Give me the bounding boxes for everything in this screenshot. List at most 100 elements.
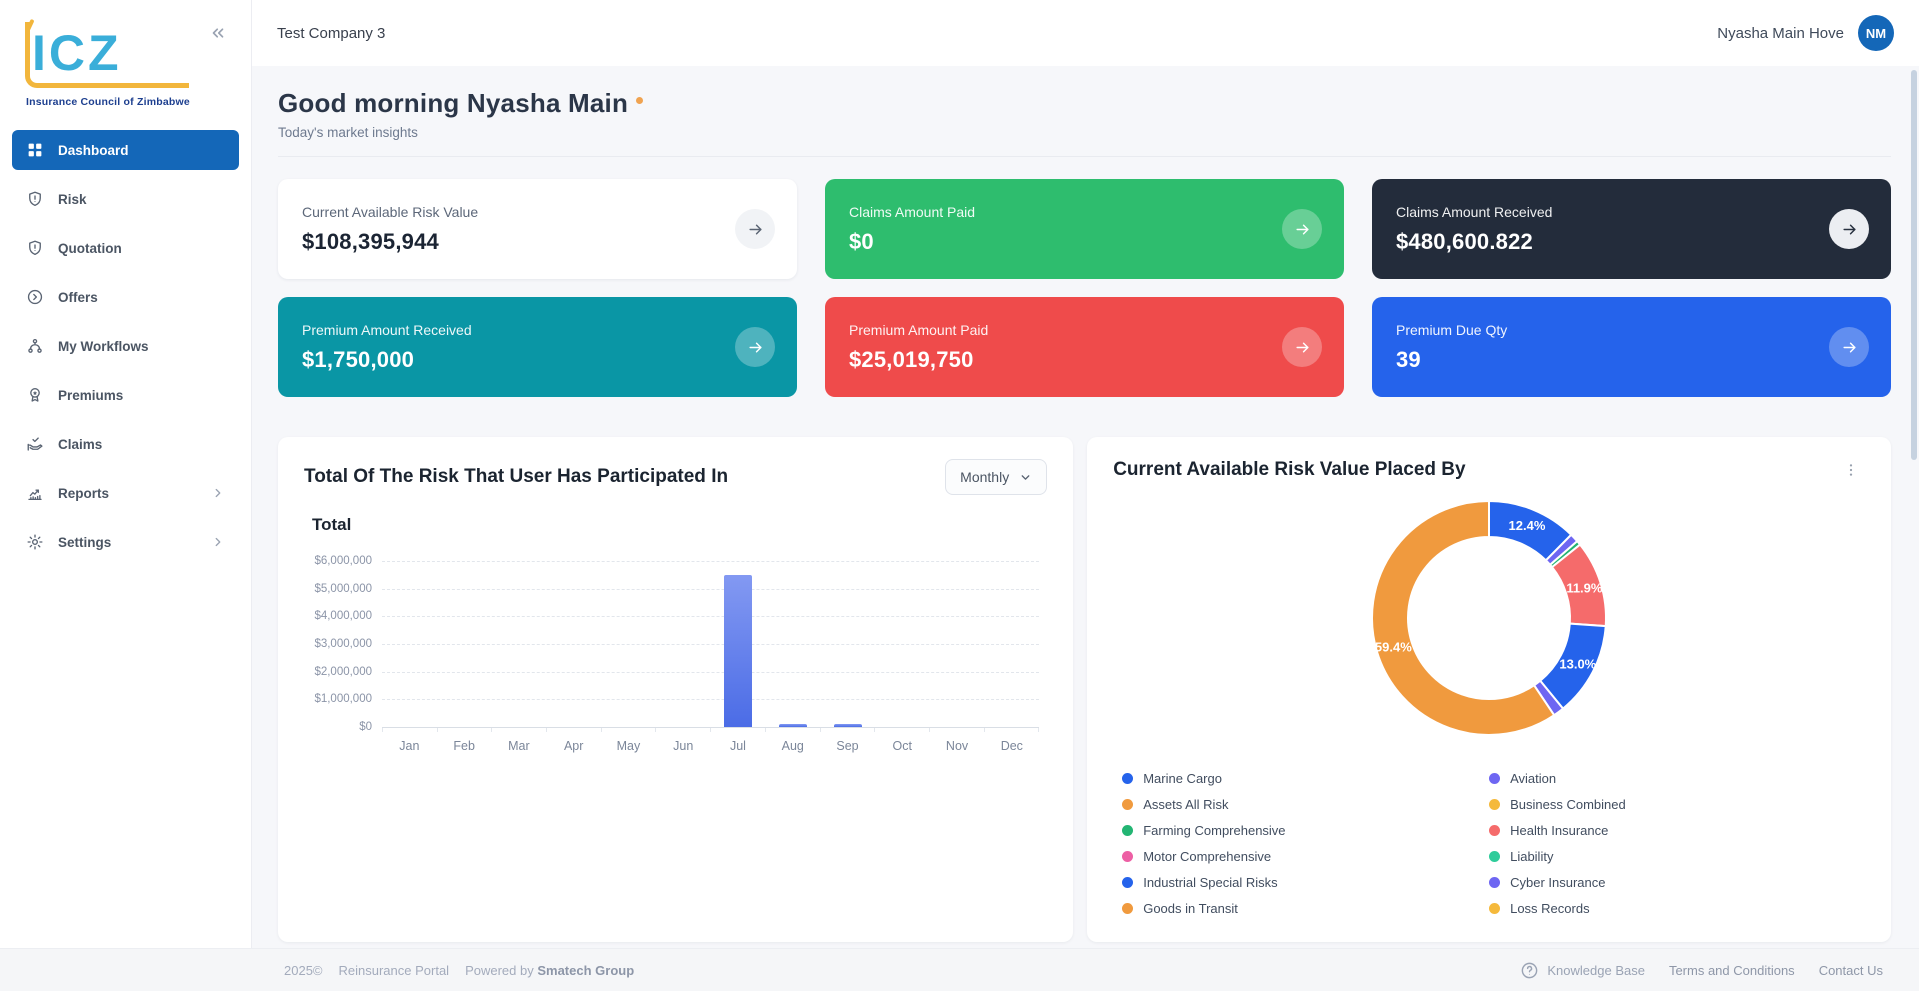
legend-item-cyber-insurance[interactable]: Cyber Insurance — [1489, 875, 1856, 890]
legend-item-loss-records[interactable]: Loss Records — [1489, 901, 1856, 916]
legend-label: Farming Comprehensive — [1143, 823, 1286, 838]
arrow-right-icon — [1294, 339, 1311, 356]
legend-dot — [1122, 877, 1134, 888]
x-tick-label: Mar — [508, 739, 530, 753]
bar-slot-nov — [930, 561, 985, 727]
stat-card-arrow-button[interactable] — [735, 209, 775, 249]
axis-tick — [438, 727, 493, 732]
stat-card-arrow-button[interactable] — [735, 327, 775, 367]
stat-card-arrow-button[interactable] — [1282, 209, 1322, 249]
axis-tick — [382, 727, 438, 732]
legend-label: Business Combined — [1510, 797, 1626, 812]
footer-year: 2025© — [284, 962, 323, 978]
sidebar-item-claims[interactable]: Claims — [12, 424, 239, 464]
legend-dot — [1122, 799, 1134, 810]
legend-item-motor-comprehensive[interactable]: Motor Comprehensive — [1122, 849, 1489, 864]
sidebar-item-my-workflows[interactable]: My Workflows — [12, 326, 239, 366]
gridline — [382, 588, 1040, 590]
stat-card-premium-due-qty: Premium Due Qty 39 — [1372, 297, 1891, 397]
legend-item-business-combined[interactable]: Business Combined — [1489, 797, 1856, 812]
contact-link[interactable]: Contact Us — [1818, 962, 1883, 978]
bar-slot-apr — [546, 561, 601, 727]
legend-item-aviation[interactable]: Aviation — [1489, 771, 1856, 786]
stat-card-label: Premium Amount Paid — [849, 321, 989, 338]
legend-item-farming-comprehensive[interactable]: Farming Comprehensive — [1122, 823, 1489, 838]
y-tick-label: $6,000,000 — [314, 555, 372, 567]
sidebar-item-label: Quotation — [58, 240, 122, 256]
stat-card-arrow-button[interactable] — [1282, 327, 1322, 367]
bar-slot-jun — [656, 561, 711, 727]
stat-card-label: Claims Amount Paid — [849, 203, 976, 220]
bar-aug[interactable] — [778, 724, 807, 727]
chevron-right-icon — [211, 535, 225, 549]
bar-chart-series-label: Total — [312, 515, 352, 534]
bar-chart-x-axis: Jan Feb Mar Apr May Jun Jul Aug Sep Oct Nov Dec — [382, 739, 1039, 753]
sidebar-item-label: Dashboard — [58, 142, 129, 158]
bar-sep[interactable] — [833, 724, 862, 727]
legend-dot — [1122, 851, 1134, 862]
sidebar-item-label: My Workflows — [58, 338, 149, 354]
stat-card-value: $480,600.822 — [1396, 228, 1533, 254]
sidebar-item-premiums[interactable]: Premiums — [12, 375, 239, 415]
stat-card-value: $108,395,944 — [302, 228, 439, 254]
legend-item-goods-in-transit[interactable]: Goods in Transit — [1122, 901, 1489, 916]
avatar[interactable]: NM — [1858, 15, 1894, 51]
legend-dot — [1122, 825, 1134, 836]
bar-slot-mar — [492, 561, 547, 727]
help-circle-icon — [1520, 961, 1539, 980]
sidebar-item-settings[interactable]: Settings — [12, 522, 239, 562]
sidebar-item-label: Claims — [58, 436, 103, 452]
sidebar-item-quotation[interactable]: Quotation — [12, 228, 239, 268]
claims-icon — [26, 435, 44, 453]
bar-chart-card: Total Of The Risk That User Has Particip… — [278, 437, 1074, 942]
arrow-right-icon — [1841, 221, 1858, 238]
period-select-value: Monthly — [960, 469, 1010, 485]
knowledge-base-link[interactable]: Knowledge Base — [1520, 961, 1645, 980]
dashboard-icon — [26, 141, 44, 159]
legend-item-marine-cargo[interactable]: Marine Cargo — [1122, 771, 1489, 786]
legend-label: Liability — [1510, 849, 1554, 864]
legend-item-assets-all-risk[interactable]: Assets All Risk — [1122, 797, 1489, 812]
greeting-dot — [636, 97, 644, 104]
kebab-menu-icon — [1843, 462, 1859, 478]
sidebar-item-offers[interactable]: Offers — [12, 277, 239, 317]
donut-menu-button[interactable] — [1837, 460, 1865, 480]
sidebar-item-reports[interactable]: Reports — [12, 473, 239, 513]
axis-tick — [821, 727, 876, 732]
chevron-right-icon — [211, 486, 225, 500]
logo-tagline: Insurance Council of Zimbabwe — [26, 96, 190, 108]
gridline — [382, 561, 1040, 562]
legend-dot — [1489, 903, 1501, 914]
arrow-right-icon — [1294, 221, 1311, 238]
gridline — [382, 616, 1040, 618]
sidebar-collapse-button[interactable] — [205, 20, 231, 46]
stat-card-label: Premium Due Qty — [1396, 321, 1508, 338]
x-tick-label: Oct — [892, 739, 912, 753]
stat-card-arrow-button[interactable] — [1829, 327, 1869, 367]
company-title: Test Company 3 — [277, 24, 386, 42]
scrollbar-thumb[interactable] — [1911, 70, 1917, 460]
bar-slot-may — [601, 561, 656, 727]
period-select[interactable]: Monthly — [945, 459, 1048, 495]
sidebar-item-label: Premiums — [58, 387, 124, 403]
bar-chart-plot — [382, 561, 1040, 728]
donut-slice-label: 13.0% — [1559, 656, 1596, 671]
legend-label: Loss Records — [1510, 901, 1590, 916]
donut-slice-assets-all-risk[interactable] — [1371, 499, 1556, 736]
legend-label: Motor Comprehensive — [1143, 849, 1272, 864]
axis-tick — [766, 727, 821, 732]
stat-card-value: $1,750,000 — [302, 346, 415, 372]
terms-link[interactable]: Terms and Conditions — [1668, 962, 1795, 978]
y-tick-label: $3,000,000 — [314, 638, 372, 650]
x-tick-label: Feb — [453, 739, 475, 753]
legend-dot — [1489, 825, 1501, 836]
stat-card-arrow-button[interactable] — [1829, 209, 1869, 249]
bar-jul[interactable] — [723, 574, 752, 727]
sidebar-item-risk[interactable]: Risk — [12, 179, 239, 219]
axis-tick — [602, 727, 657, 732]
legend-item-liability[interactable]: Liability — [1489, 849, 1856, 864]
logo-letters: ICZ — [25, 20, 190, 88]
legend-item-industrial-special-risks[interactable]: Industrial Special Risks — [1122, 875, 1489, 890]
legend-item-health-insurance[interactable]: Health Insurance — [1489, 823, 1856, 838]
sidebar-item-dashboard[interactable]: Dashboard — [12, 130, 239, 170]
